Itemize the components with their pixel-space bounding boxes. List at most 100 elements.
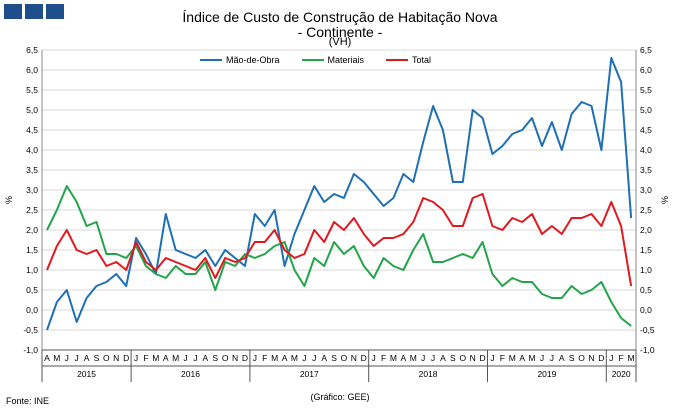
y-tick-label-left: 5,0 (26, 105, 38, 115)
x-tick-label-month: A (44, 353, 50, 363)
y-tick-label-right: 5,5 (640, 85, 652, 95)
x-tick-label-month: J (302, 353, 306, 363)
x-tick-label-month: M (628, 353, 635, 363)
y-axis-label-right: % (660, 196, 670, 204)
x-tick-label-month: S (450, 353, 456, 363)
x-tick-label-month: F (262, 353, 267, 363)
x-tick-label-month: A (559, 353, 565, 363)
y-tick-label-left: 5,5 (26, 85, 38, 95)
y-tick-label-right: 4,0 (640, 145, 652, 155)
y-tick-label-right: 2,5 (640, 205, 652, 215)
legend-label-materiais: Materiais (327, 55, 365, 65)
y-tick-label-right: 4,5 (640, 125, 652, 135)
y-tick-label-right: 6,5 (640, 45, 652, 55)
x-tick-label-month: O (103, 353, 110, 363)
y-tick-label-left: 3,5 (26, 165, 38, 175)
x-tick-label-month: M (509, 353, 516, 363)
series-lines (46, 57, 633, 331)
x-tick-label-month: J (312, 353, 316, 363)
x-tick-label-month: M (390, 353, 397, 363)
x-tick-label-month: O (459, 353, 466, 363)
axis-labels: -1,0 -1,0 -0,5 -0,5 0,0 0,0 0,5 0,5 1,0 1,0 1,5 1,5… (4, 45, 670, 379)
y-tick-label-left: -0,5 (23, 325, 38, 335)
x-tick-label-month: S (331, 353, 337, 363)
x-tick-label-month: M (271, 353, 278, 363)
x-tick-label-month: N (588, 353, 594, 363)
x-tick-label-year: 2015 (77, 369, 96, 379)
x-tick-label-year: 2020 (612, 369, 631, 379)
grid-lines (42, 49, 636, 351)
legend-label-mao-de-obra: Mão-de-Obra (226, 55, 280, 65)
x-tick-label-month: D (123, 353, 129, 363)
x-tick-label-month: M (529, 353, 536, 363)
x-tick-label-month: F (500, 353, 505, 363)
x-tick-label-month: O (341, 353, 348, 363)
y-tick-label-right: 1,5 (640, 245, 652, 255)
y-tick-label-left: 2,5 (26, 205, 38, 215)
series-line-mao-de-obra (46, 57, 633, 331)
x-tick-label-year: 2019 (537, 369, 556, 379)
y-tick-label-right: 5,0 (640, 105, 652, 115)
y-tick-label-left: 6,5 (26, 45, 38, 55)
y-tick-label-right: 0,5 (640, 285, 652, 295)
x-tick-label-month: N (351, 353, 357, 363)
logo-block (25, 4, 43, 19)
y-tick-label-right: 6,0 (640, 65, 652, 75)
legend-swatch-materiais (301, 59, 324, 61)
x-tick-label-month: M (53, 353, 60, 363)
x-tick-label-month: J (550, 353, 554, 363)
x-tick-label-month: M (172, 353, 179, 363)
x-tick-label-month: M (410, 353, 417, 363)
x-tick-label-year: 2017 (300, 369, 319, 379)
x-tick-label-month: J (431, 353, 435, 363)
x-tick-label-month: M (152, 353, 159, 363)
x-tick-label-month: N (113, 353, 119, 363)
x-tick-label-month: F (381, 353, 386, 363)
x-tick-label-month: J (372, 353, 376, 363)
y-tick-label-left: 2,0 (26, 225, 38, 235)
y-tick-label-left: 3,0 (26, 185, 38, 195)
x-tick-label-month: O (222, 353, 229, 363)
x-tick-label-month: J (490, 353, 494, 363)
y-tick-label-left: 0,0 (26, 305, 38, 315)
x-tick-label-month: J (609, 353, 613, 363)
credit-note: (Gráfico: GEE) (310, 392, 370, 402)
y-tick-label-left: 0,5 (26, 285, 38, 295)
x-tick-label-month: N (470, 353, 476, 363)
x-tick-label-month: J (193, 353, 197, 363)
x-tick-label-month: N (232, 353, 238, 363)
x-tick-label-month: A (519, 353, 525, 363)
y-tick-label-left: -1,0 (23, 345, 38, 355)
x-tick-label-month: J (253, 353, 257, 363)
x-tick-label-month: J (65, 353, 69, 363)
y-axis-label-left: % (4, 196, 14, 204)
x-tick-label-month: A (203, 353, 209, 363)
y-tick-label-right: -0,5 (640, 325, 655, 335)
chart-title: Índice de Custo de Construção de Habitaç… (182, 9, 498, 25)
x-tick-label-month: D (242, 353, 248, 363)
x-tick-label-month: A (440, 353, 446, 363)
y-tick-label-right: 1,0 (640, 265, 652, 275)
y-tick-label-left: 6,0 (26, 65, 38, 75)
x-tick-label-month: F (143, 353, 148, 363)
x-tick-label-year: 2018 (419, 369, 438, 379)
x-tick-label-month: J (75, 353, 79, 363)
legend-label-total: Total (412, 55, 432, 65)
series-line-materiais (46, 185, 632, 327)
x-tick-label-month: J (540, 353, 544, 363)
legend-item-mao-de-obra: Mão-de-Obra (200, 55, 280, 65)
x-tick-label-month: A (401, 353, 407, 363)
y-tick-label-left: 1,5 (26, 245, 38, 255)
y-tick-label-left: 4,0 (26, 145, 38, 155)
x-tick-label-month: S (212, 353, 218, 363)
x-tick-label-month: A (163, 353, 169, 363)
series-line-total (46, 193, 633, 287)
x-tick-label-month: A (321, 353, 327, 363)
chart-legend: Mão-de-Obra Materiais Total (200, 55, 431, 65)
x-tick-label-month: D (479, 353, 485, 363)
y-tick-label-right: 3,5 (640, 165, 652, 175)
legend-item-materiais: Materiais (301, 55, 365, 65)
y-tick-label-right: 0,0 (640, 305, 652, 315)
x-tick-label-month: F (619, 353, 624, 363)
